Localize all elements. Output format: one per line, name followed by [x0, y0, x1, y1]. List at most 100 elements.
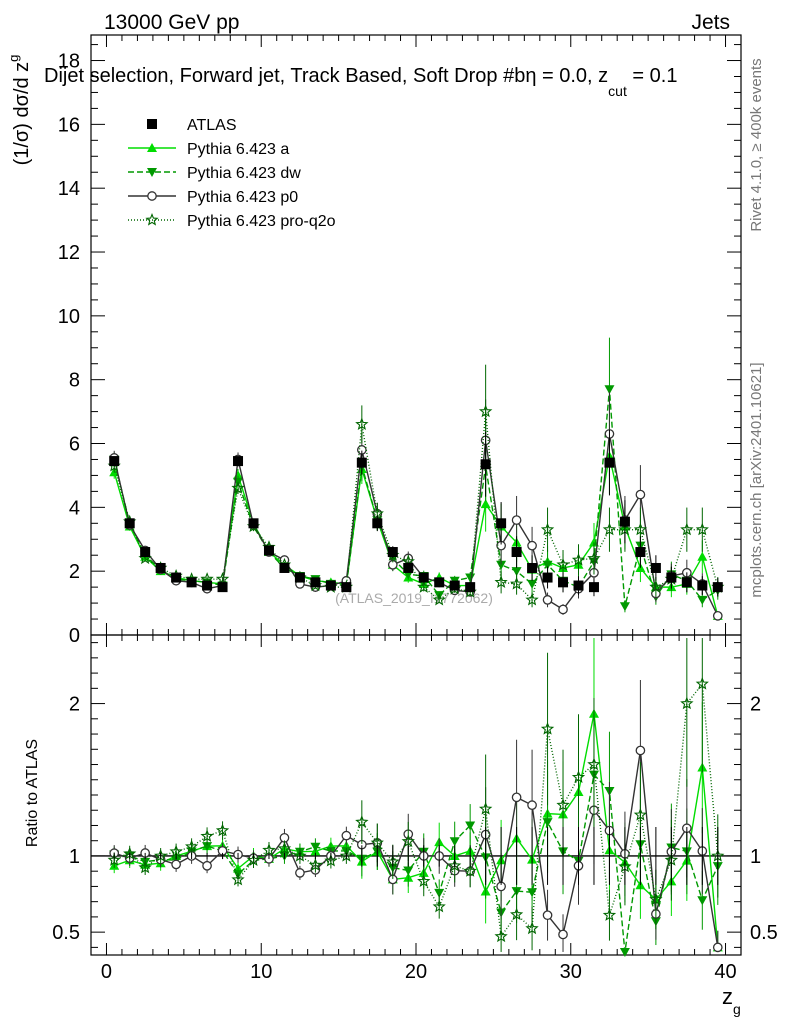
ratio-point	[215, 823, 230, 837]
data-point	[494, 575, 508, 589]
ratio-y-tick-label: 1	[69, 846, 80, 868]
ratio-y-tick-label: 0.5	[52, 922, 80, 944]
y-tick-label: 0	[69, 625, 80, 647]
data-point	[356, 457, 367, 468]
series-atlas	[109, 429, 723, 885]
data-point	[604, 385, 615, 395]
ratio-point	[633, 807, 647, 821]
x-tick-label: 0	[101, 961, 112, 983]
ratio-point	[478, 802, 493, 815]
data-point	[510, 576, 524, 590]
legend-label: Pythia 6.423 dw	[187, 165, 301, 182]
y-axis-title-text: (1/σ) dσ/d z	[11, 62, 33, 166]
data-point	[633, 522, 647, 536]
ratio-point	[649, 892, 663, 906]
legend-label: Pythia 6.423 pro-q2o	[187, 213, 336, 230]
data-point	[635, 547, 646, 558]
y-axis-title-sub: g	[6, 55, 21, 62]
data-point	[478, 404, 493, 418]
data-point	[480, 499, 491, 509]
data-point	[403, 562, 414, 573]
data-point	[697, 580, 708, 591]
data-point	[697, 551, 708, 561]
data-point	[434, 577, 445, 588]
data-point	[279, 562, 290, 573]
ratio-axis-title: Ratio to ATLAS	[24, 739, 41, 847]
ratio-point	[324, 853, 338, 867]
data-point	[140, 547, 151, 558]
data-point	[215, 572, 230, 585]
data-point	[465, 573, 476, 583]
ratio-point	[542, 818, 553, 828]
selection-title: Dijet selection, Forward jet, Track Base…	[44, 65, 677, 99]
ratio-point	[527, 888, 538, 898]
ratio-point	[185, 839, 199, 853]
data-point	[558, 604, 568, 615]
data-point	[355, 417, 369, 431]
data-point	[432, 592, 446, 606]
legend: ATLAS Pythia 6.423 a Pythia 6.423 dw Pythia…	[128, 117, 336, 230]
data-point	[619, 516, 630, 527]
series-pythia-6-423-p0	[109, 391, 723, 953]
x-tick-label: 40	[714, 961, 736, 983]
ratio-point	[556, 798, 570, 811]
data-point	[511, 515, 522, 525]
data-point	[341, 582, 352, 593]
selection-title-zcut-sub: cut	[608, 83, 627, 99]
data-point	[681, 577, 692, 588]
x-tick-label: 30	[560, 961, 582, 983]
ratio-point	[355, 815, 369, 828]
ratio-line	[114, 750, 719, 948]
ratio-point	[401, 834, 415, 848]
legend-label: Pythia 6.423 p0	[187, 189, 298, 206]
ratio-plot-frame	[90, 634, 742, 956]
y-axis-title: (1/σ) dσ/d zg	[6, 55, 33, 166]
data-point	[310, 577, 321, 588]
ratio-point	[262, 843, 276, 856]
data-point	[602, 522, 617, 536]
y-tick-label: 4	[69, 497, 80, 519]
legend-marker	[147, 168, 157, 177]
series-line	[113, 411, 719, 602]
ratio-line	[114, 773, 719, 953]
ratio-point	[571, 770, 586, 784]
data-point	[325, 580, 336, 591]
legend-marker	[147, 119, 157, 129]
data-point	[542, 572, 553, 583]
ratio-y-tick-label: 2	[69, 694, 80, 716]
ratio-point	[138, 860, 152, 874]
ratio-point	[558, 929, 568, 940]
ratio-point	[434, 888, 445, 898]
ratio-point	[527, 800, 537, 811]
data-point	[540, 522, 555, 536]
data-point	[619, 602, 630, 612]
series-pythia-6-423-dw	[109, 337, 723, 957]
rivet-version-label: Rivet 4.1.0, ≥ 400k events	[748, 58, 765, 231]
series-line	[113, 433, 719, 617]
ratio-point	[712, 942, 723, 953]
data-point	[525, 592, 539, 606]
data-point	[387, 547, 398, 558]
data-point	[465, 582, 476, 593]
y-tick-label: 16	[58, 114, 80, 136]
data-point	[248, 518, 259, 529]
ratio-point	[587, 757, 601, 771]
ratio-point	[403, 866, 414, 876]
data-point	[418, 572, 429, 583]
ratio-point	[341, 830, 352, 841]
series-line	[113, 456, 719, 617]
data-point	[511, 547, 522, 558]
ratio-y-tick-label-right: 1	[750, 846, 761, 868]
series-pythia-6-423-a	[109, 418, 723, 952]
ratio-point	[295, 868, 305, 878]
data-point	[604, 457, 615, 468]
y-tick-label: 8	[69, 370, 80, 392]
data-point	[527, 579, 538, 589]
series-pythia-6-423-pro-q2o	[107, 364, 725, 952]
data-point	[186, 577, 197, 588]
ratio-y-tick-label-right: 0.5	[750, 922, 778, 944]
ratio-point	[463, 864, 477, 877]
ratio-point	[308, 858, 322, 871]
ratio-point	[602, 908, 617, 921]
data-point	[155, 562, 166, 573]
